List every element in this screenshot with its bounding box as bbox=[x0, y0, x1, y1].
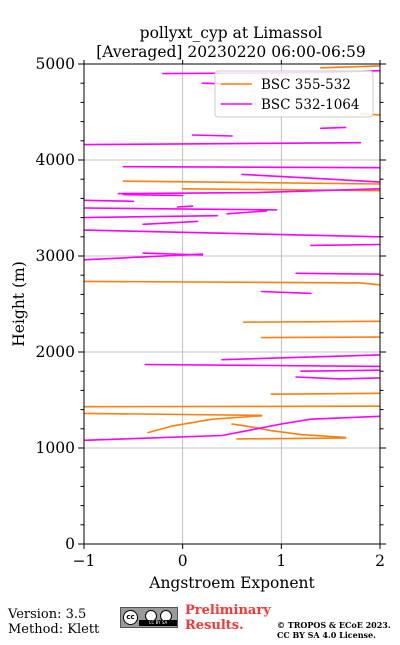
legend-label-bsc-355-532: BSC 355-532 bbox=[261, 77, 351, 93]
data-series bbox=[84, 65, 380, 442]
legend-box bbox=[214, 70, 374, 118]
series-line-bsc-355-532 bbox=[84, 405, 380, 408]
series-line-bsc-532-1064 bbox=[117, 188, 380, 195]
legend-label-bsc-532-1064: BSC 532-1064 bbox=[261, 97, 359, 113]
y-tick-label: 4000 bbox=[36, 151, 75, 169]
y-axis-label: Height (m) bbox=[10, 261, 28, 347]
copyright-line1: © TROPOS & ECoE 2023. bbox=[277, 620, 391, 630]
series-line-bsc-532-1064 bbox=[319, 126, 347, 130]
x-axis-label: Angstroem Exponent bbox=[148, 574, 315, 592]
series-line-bsc-532-1064 bbox=[300, 369, 380, 373]
series-line-bsc-355-532 bbox=[270, 392, 380, 396]
series-line-bsc-532-1064 bbox=[84, 229, 380, 238]
chart-subtitle: [Averaged] 20230220 06:00-06:59 bbox=[96, 43, 366, 61]
copyright-line2: CC BY SA 4.0 License. bbox=[277, 630, 376, 640]
series-line-bsc-532-1064 bbox=[84, 207, 278, 211]
y-tick-label: 0 bbox=[65, 535, 75, 553]
series-line-bsc-532-1064 bbox=[260, 290, 312, 295]
cc-license-badge: cc CC BY SA bbox=[120, 607, 178, 628]
method-text: Method: Klett bbox=[8, 622, 100, 637]
series-line-bsc-532-1064 bbox=[84, 199, 135, 203]
series-line-bsc-532-1064 bbox=[84, 415, 380, 442]
y-tick-label: 2000 bbox=[36, 343, 75, 361]
series-line-bsc-532-1064 bbox=[226, 210, 268, 215]
series-line-bsc-532-1064 bbox=[142, 220, 199, 226]
series-line-bsc-355-532 bbox=[236, 437, 347, 440]
legend: BSC 355-532 BSC 532-1064 bbox=[214, 70, 374, 118]
series-line-bsc-532-1064 bbox=[241, 173, 380, 183]
preliminary-text-line1: Preliminary bbox=[185, 603, 271, 618]
series-line-bsc-355-532 bbox=[84, 280, 380, 286]
cc-icon: cc bbox=[123, 610, 138, 625]
x-tick-label: 2 bbox=[375, 552, 385, 570]
series-line-bsc-355-532 bbox=[243, 320, 380, 324]
series-line-bsc-355-532 bbox=[147, 414, 263, 434]
series-line-bsc-355-532 bbox=[260, 336, 380, 339]
series-line-bsc-532-1064 bbox=[295, 376, 380, 380]
series-line-bsc-532-1064 bbox=[144, 363, 380, 368]
cc-badge-text: CC BY SA bbox=[139, 620, 177, 626]
y-tick-label: 5000 bbox=[36, 55, 75, 73]
y-tick-label: 3000 bbox=[36, 247, 75, 265]
series-line-bsc-532-1064 bbox=[84, 141, 362, 146]
plot-frame bbox=[83, 63, 381, 545]
series-line-bsc-355-532 bbox=[319, 65, 380, 69]
x-tick-label: 0 bbox=[178, 552, 188, 570]
series-line-bsc-532-1064 bbox=[176, 205, 194, 208]
series-line-bsc-532-1064 bbox=[295, 272, 380, 276]
series-line-bsc-355-532 bbox=[122, 180, 380, 185]
preliminary-text-line2: Results. bbox=[185, 618, 244, 633]
series-line-bsc-532-1064 bbox=[191, 134, 233, 137]
x-tick-label: −1 bbox=[73, 552, 96, 570]
series-line-bsc-532-1064 bbox=[142, 252, 204, 256]
series-line-bsc-532-1064 bbox=[122, 165, 380, 169]
version-text: Version: 3.5 bbox=[8, 607, 87, 622]
series-line-bsc-532-1064 bbox=[221, 354, 380, 361]
series-line-bsc-532-1064 bbox=[84, 214, 218, 219]
series-line-bsc-355-532 bbox=[84, 412, 263, 417]
chart-title: pollyxt_cyp at Limassol bbox=[140, 24, 323, 42]
x-tick-label: 1 bbox=[276, 552, 286, 570]
series-line-bsc-532-1064 bbox=[310, 243, 380, 247]
y-tick-label: 1000 bbox=[36, 439, 75, 457]
series-line-bsc-532-1064 bbox=[122, 193, 184, 197]
series-line-bsc-355-532 bbox=[231, 423, 347, 439]
